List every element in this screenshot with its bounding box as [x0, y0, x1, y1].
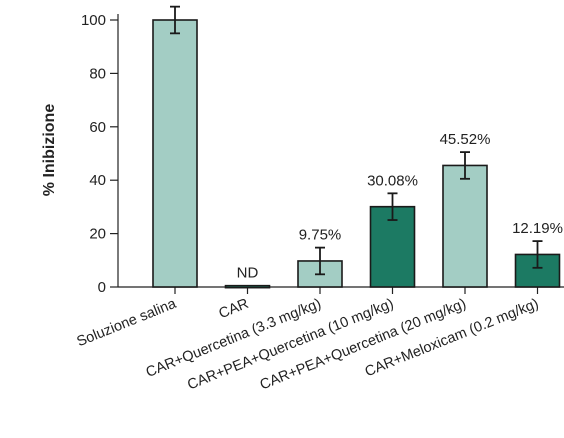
y-tick-label: 60: [89, 119, 106, 136]
y-axis-label: % Inibizione: [41, 104, 58, 197]
bar-0: [152, 19, 198, 288]
bar-4: [442, 164, 488, 288]
data-label: 30.08%: [367, 172, 418, 189]
y-tick-label: 40: [89, 172, 106, 189]
data-label: ND: [237, 265, 259, 282]
bar-1: [224, 284, 271, 289]
data-label: 9.75%: [299, 227, 342, 244]
y-tick-label: 80: [89, 65, 106, 82]
y-tick-label: 0: [98, 279, 106, 296]
category-label: CAR: [217, 296, 251, 322]
category-label: Soluzione salina: [75, 296, 180, 351]
data-label: 12.19%: [512, 220, 563, 237]
y-tick-label: 20: [89, 226, 106, 243]
y-tick-label: 100: [81, 12, 106, 29]
data-label: 45.52%: [440, 131, 491, 148]
bar-3: [369, 205, 416, 288]
bars: [152, 5, 561, 289]
